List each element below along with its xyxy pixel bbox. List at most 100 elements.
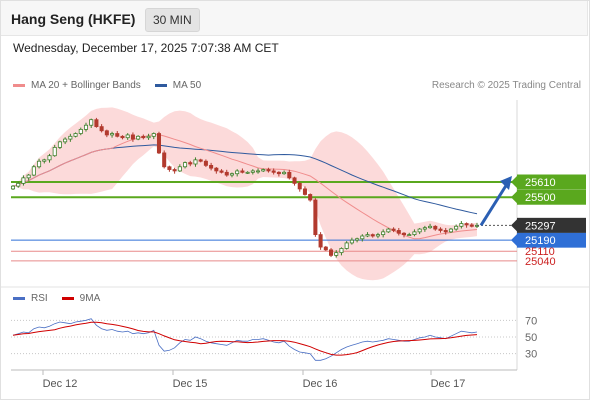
candle-body bbox=[219, 170, 224, 173]
candle-body bbox=[443, 230, 448, 233]
candle-body bbox=[417, 228, 422, 233]
chart-header: Hang Seng (HKFE) 30 MIN bbox=[0, 0, 588, 36]
rsi-ma-line bbox=[12, 321, 478, 356]
candle-body bbox=[422, 227, 427, 230]
candle-body bbox=[26, 174, 31, 179]
candle-body bbox=[214, 167, 219, 172]
candle-body bbox=[130, 134, 135, 140]
timeframe-button[interactable]: 30 MIN bbox=[145, 8, 200, 32]
candle-body bbox=[235, 170, 240, 175]
candle-body bbox=[37, 160, 42, 168]
current-price-label: 25297 bbox=[525, 220, 556, 232]
candle-body bbox=[292, 177, 297, 184]
candle-body bbox=[276, 171, 281, 175]
x-tick-label: Dec 17 bbox=[431, 378, 466, 390]
candle-body bbox=[63, 138, 68, 143]
candle-body bbox=[193, 159, 198, 165]
rsi-tick-50: 50 bbox=[525, 332, 537, 344]
legend-rsi: RSI bbox=[13, 293, 48, 304]
candle-body bbox=[68, 135, 73, 140]
candle-body bbox=[302, 188, 307, 195]
candle-body bbox=[31, 166, 36, 176]
candle-body bbox=[261, 169, 266, 172]
candle-body bbox=[459, 223, 464, 227]
x-tick-label: Dec 12 bbox=[43, 378, 78, 390]
candle-body bbox=[99, 126, 104, 132]
candle-body bbox=[438, 228, 443, 231]
candle-body bbox=[428, 225, 433, 229]
candle-body bbox=[396, 230, 401, 234]
candle-body bbox=[329, 249, 334, 256]
candle-body bbox=[115, 133, 120, 137]
candle-body bbox=[297, 182, 302, 190]
candle-body bbox=[386, 228, 391, 233]
level-label-25190: 25190 bbox=[525, 235, 556, 247]
level-tag-arrow-25190 bbox=[511, 234, 517, 247]
candle-body bbox=[375, 234, 380, 237]
candle-body bbox=[245, 171, 250, 174]
candle-body bbox=[349, 239, 354, 244]
legend-ma50-label: MA 50 bbox=[172, 80, 202, 91]
level-label-25040: 25040 bbox=[525, 256, 556, 268]
ma20-swatch bbox=[13, 84, 25, 87]
candle-body bbox=[365, 234, 370, 237]
candle-body bbox=[125, 134, 130, 139]
projection-arrow-shaft bbox=[479, 183, 509, 227]
candle-body bbox=[89, 119, 94, 126]
candle-body bbox=[136, 135, 141, 140]
candle-body bbox=[203, 160, 208, 166]
chart-datetime: Wednesday, December 17, 2025 7:07:38 AM … bbox=[13, 41, 279, 55]
candle-body bbox=[151, 133, 156, 137]
candle-body bbox=[16, 182, 21, 187]
legend-rsi-label: RSI bbox=[31, 293, 48, 304]
level-label-25610: 25610 bbox=[525, 177, 556, 189]
candle-body bbox=[401, 232, 407, 236]
candle-body bbox=[391, 228, 396, 231]
candle-body bbox=[224, 171, 229, 176]
candle-body bbox=[381, 231, 386, 236]
candle-body bbox=[360, 235, 365, 240]
candle-body bbox=[183, 162, 188, 168]
level-tag-arrow-25500 bbox=[511, 191, 517, 204]
candle-body bbox=[412, 231, 417, 236]
level-tag-25500 bbox=[517, 189, 586, 205]
candle-body bbox=[120, 135, 125, 139]
candle-body bbox=[433, 225, 438, 230]
price-legend: MA 20 + Bollinger Bands MA 50 bbox=[13, 80, 215, 91]
candle-body bbox=[21, 177, 26, 184]
candle-body bbox=[156, 133, 161, 154]
candle-body bbox=[78, 128, 83, 134]
legend-ma20-label: MA 20 + Bollinger Bands bbox=[31, 80, 141, 91]
candle-body bbox=[313, 199, 318, 236]
candle-body bbox=[94, 119, 99, 128]
rsi-tick-30: 30 bbox=[525, 349, 537, 361]
candle-body bbox=[188, 162, 193, 165]
candle-body bbox=[110, 133, 115, 136]
candle-body bbox=[308, 194, 313, 201]
current-price-tag bbox=[517, 217, 586, 233]
candle-body bbox=[42, 159, 47, 162]
legend-ma20-bb: MA 20 + Bollinger Bands bbox=[13, 80, 141, 91]
level-tag-25610 bbox=[517, 174, 586, 190]
candle-body bbox=[229, 173, 234, 176]
candle-body bbox=[10, 185, 16, 190]
candle-body bbox=[344, 242, 349, 249]
candle-body bbox=[172, 169, 177, 172]
candle-body bbox=[167, 166, 172, 170]
level-tag-25190 bbox=[517, 232, 586, 248]
candle-body bbox=[271, 170, 276, 173]
legend-9ma: 9MA bbox=[61, 293, 100, 304]
candle-body bbox=[464, 223, 469, 226]
candle-body bbox=[266, 169, 271, 172]
candle-body bbox=[141, 135, 146, 139]
legend-ma50: MA 50 bbox=[154, 80, 202, 91]
candle-body bbox=[355, 238, 360, 241]
level-label-25500: 25500 bbox=[525, 192, 556, 204]
candle-body bbox=[454, 225, 459, 230]
candle-body bbox=[469, 224, 474, 227]
candle-body bbox=[146, 135, 151, 139]
candle-body bbox=[370, 234, 375, 237]
rsi-tick-70: 70 bbox=[525, 315, 537, 327]
candle-body bbox=[282, 171, 287, 175]
